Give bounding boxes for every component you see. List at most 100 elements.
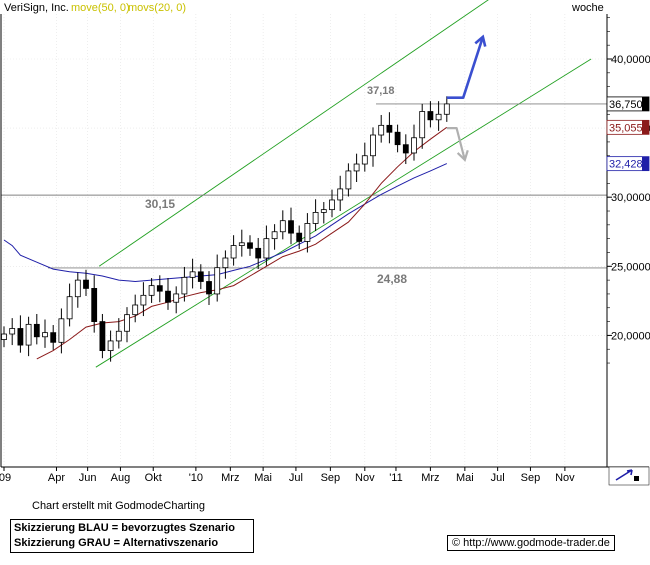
bar-body — [140, 294, 147, 306]
x-tick-label: '09 — [0, 472, 11, 484]
price-bar — [148, 278, 155, 303]
bar-body — [25, 323, 32, 346]
bar-body — [329, 199, 335, 211]
price-bar — [124, 307, 130, 343]
bar-body — [148, 285, 155, 296]
x-tick-label: Mrz — [221, 472, 239, 484]
price-bar — [197, 264, 204, 290]
bar-body — [9, 328, 16, 335]
bar-body — [238, 242, 245, 246]
price-bar — [107, 330, 114, 362]
price-bar — [361, 142, 368, 172]
horizontal-levels: 37,18 30,15 24,88 — [1, 85, 607, 286]
price-bar — [222, 250, 229, 279]
period-label: woche — [571, 2, 604, 14]
plot-area — [1, 14, 607, 467]
price-tags: 36,7500 35,0551 32,4280 — [606, 96, 650, 172]
price-bar — [91, 275, 98, 333]
price-bar — [230, 235, 237, 266]
price-bar — [279, 210, 286, 240]
scenario-grey-arrowhead — [456, 150, 469, 162]
bar-body — [58, 318, 65, 343]
bar-body — [214, 267, 221, 295]
x-tick-label: Jul — [491, 472, 505, 484]
x-axis: '09 Apr Jun Aug Okt '10 Mrz Mai Jul Sep Nov '11 Mrz M… — [0, 466, 649, 484]
price-bar — [25, 316, 32, 357]
website-link[interactable]: © http://www.godmode-trader.de — [447, 535, 615, 551]
level-label: 37,18 — [367, 85, 395, 97]
bar-body — [386, 124, 393, 133]
chart-title: VeriSign, Inc. — [4, 2, 69, 14]
price-bar — [66, 283, 73, 327]
price-bar — [378, 114, 385, 143]
bar-body — [189, 271, 196, 278]
level-label: 24,88 — [377, 272, 407, 286]
price-bar — [42, 319, 48, 348]
price-bar — [74, 272, 81, 308]
stock-chart: 37,18 30,15 24,88 20,0000 25,0000 30,0000 35,… — [0, 0, 650, 486]
bar-body — [197, 271, 204, 282]
bar-body — [115, 330, 122, 342]
price-tag-ma20: 35,0551 — [606, 119, 650, 135]
price-bar — [99, 313, 106, 359]
bar-body — [320, 209, 327, 213]
bar-body — [50, 332, 57, 343]
bar-body — [33, 323, 40, 338]
price-bar — [271, 224, 278, 250]
price-bar — [288, 207, 294, 245]
bar-body — [247, 242, 253, 249]
legend-blue: Skizzierung BLAU = bevorzugtes Szenario — [14, 522, 235, 534]
x-tick-label: Mrz — [421, 472, 439, 484]
bar-body — [337, 188, 344, 201]
price-bar — [296, 225, 303, 250]
bar-body — [91, 288, 98, 322]
x-tick-label: Sep — [521, 472, 541, 484]
price-bar — [173, 286, 180, 314]
price-bars — [1, 96, 450, 362]
bar-body — [230, 245, 237, 259]
price-bar — [370, 127, 376, 167]
chart-credit: Chart erstellt mit GodmodeCharting — [32, 500, 206, 512]
bar-body — [279, 220, 286, 233]
scenario-arrows — [446, 34, 487, 162]
bar-body — [181, 276, 188, 295]
price-bar — [238, 229, 245, 257]
bar-body — [296, 232, 303, 242]
x-tick-label: '10 — [189, 472, 203, 484]
indicator-ma50-label: move(50, 0) — [71, 2, 130, 14]
bar-body — [435, 113, 442, 121]
x-tick-label: Sep — [321, 472, 341, 484]
bar-body — [74, 279, 81, 298]
price-bar — [83, 269, 89, 297]
price-tag-label: 36,7500 — [609, 99, 649, 111]
price-bar — [312, 199, 319, 232]
x-tick-label: Mai — [456, 472, 474, 484]
chart-nav-icon[interactable] — [608, 466, 650, 486]
price-bar — [214, 254, 221, 302]
price-bar — [132, 294, 139, 323]
price-bar — [165, 278, 171, 310]
scenario-grey-path — [446, 127, 466, 161]
price-bar — [255, 237, 262, 270]
bar-body — [17, 328, 24, 346]
scenario-blue-path — [446, 36, 485, 99]
price-bar — [247, 235, 253, 256]
bar-body — [411, 137, 417, 154]
bar-body — [42, 332, 48, 338]
bar-body — [378, 124, 385, 136]
x-tick-label: Apr — [48, 472, 65, 484]
bar-body — [370, 134, 376, 157]
price-bar — [394, 124, 401, 153]
level-label: 30,15 — [145, 197, 175, 211]
y-tick-label: 25,0000 — [611, 261, 650, 273]
bar-body — [361, 155, 368, 165]
price-bar — [9, 318, 16, 346]
price-bar — [50, 325, 57, 350]
indicator-ma20-label: movs(20, 0) — [128, 2, 186, 14]
price-bar — [304, 213, 311, 253]
bar-body — [304, 223, 311, 242]
x-tick-label: Aug — [111, 472, 131, 484]
y-tick-label: 20,0000 — [611, 330, 650, 342]
bar-body — [345, 170, 352, 190]
